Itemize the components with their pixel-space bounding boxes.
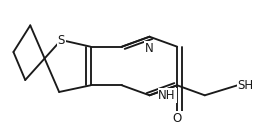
Text: N: N: [145, 42, 154, 55]
Text: S: S: [58, 33, 65, 47]
Text: O: O: [173, 112, 182, 125]
Text: SH: SH: [237, 79, 254, 92]
Text: NH: NH: [158, 89, 176, 102]
